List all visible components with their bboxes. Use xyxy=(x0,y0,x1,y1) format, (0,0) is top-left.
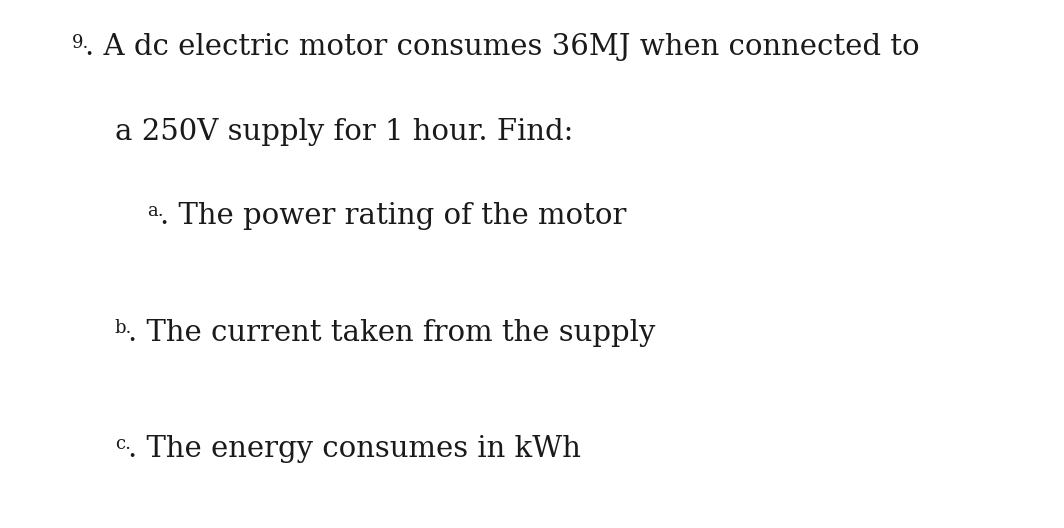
Text: . The current taken from the supply: . The current taken from the supply xyxy=(128,318,655,346)
Text: b.: b. xyxy=(115,318,132,337)
Text: . The power rating of the motor: . The power rating of the motor xyxy=(160,202,626,230)
Text: c.: c. xyxy=(115,435,131,453)
Text: . The energy consumes in kWh: . The energy consumes in kWh xyxy=(128,435,581,463)
Text: . A dc electric motor consumes 36MJ when connected to: . A dc electric motor consumes 36MJ when… xyxy=(85,33,919,61)
Text: a.: a. xyxy=(147,202,164,221)
Text: a 250V supply for 1 hour. Find:: a 250V supply for 1 hour. Find: xyxy=(115,118,573,146)
Text: 9.: 9. xyxy=(72,33,89,52)
